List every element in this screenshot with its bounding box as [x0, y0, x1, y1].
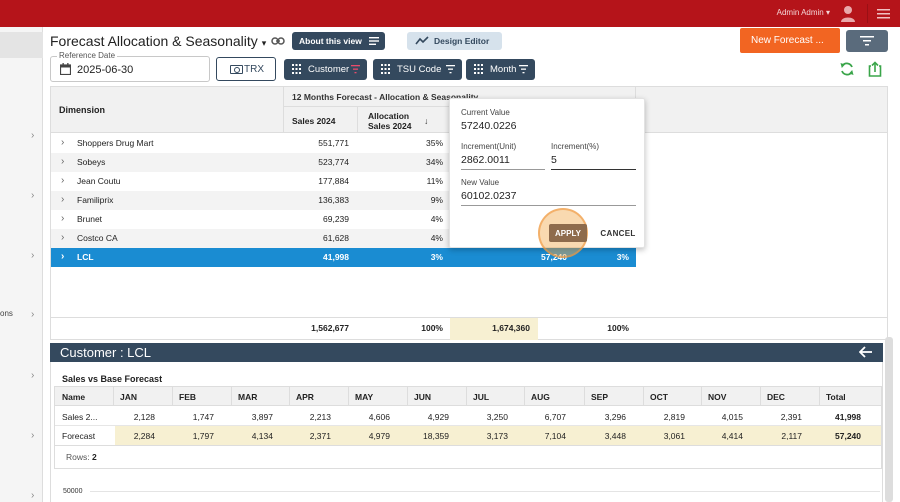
table-row-selected[interactable]: › LCL 41,998 3% 57,240 3%	[51, 248, 636, 267]
table-header-row: Name JAN FEB MAR APR MAY JUN JUL AUG SEP…	[55, 387, 881, 406]
trx-button[interactable]: TRX	[216, 57, 276, 81]
filter-icon[interactable]	[446, 65, 455, 74]
forecast-total-highlight	[450, 318, 538, 340]
allocation-header[interactable]: Allocation Sales 2024 ↓	[357, 107, 447, 132]
caret-down-icon[interactable]: ▾	[261, 38, 267, 48]
new-value-label: New Value	[461, 178, 500, 187]
table-row[interactable]: › Shoppers Drug Mart 551,771 35%	[61, 137, 443, 148]
monthly-table: Name JAN FEB MAR APR MAY JUN JUL AUG SEP…	[54, 386, 882, 469]
money-icon	[230, 65, 243, 74]
top-bar: Admin Admin ▾	[0, 0, 900, 27]
new-forecast-button[interactable]: New Forecast ...	[740, 28, 840, 53]
design-editor-button[interactable]: Design Editor	[407, 32, 502, 50]
forecast-row-highlight	[115, 426, 881, 445]
panel-subtitle: Sales vs Base Forecast	[62, 374, 163, 384]
chart-axis-label: 50000	[63, 488, 83, 495]
increment-unit-label: Increment(Unit)	[461, 142, 517, 151]
grid-icon	[474, 64, 483, 74]
divider	[867, 4, 868, 23]
increment-pct-input[interactable]: 5	[551, 154, 557, 166]
refresh-icon[interactable]	[839, 61, 855, 77]
list-icon	[369, 37, 379, 45]
dimension-header[interactable]: Dimension	[59, 105, 106, 115]
current-value: 57240.0226	[461, 120, 517, 132]
page-title[interactable]: Forecast Allocation & Seasonality ▾	[50, 33, 267, 49]
filter-active-icon[interactable]	[351, 65, 360, 74]
sales-2024-header[interactable]: Sales 2024	[283, 107, 357, 132]
hamburger-menu-icon[interactable]	[877, 8, 890, 19]
chevron-right-icon[interactable]: ›	[31, 430, 35, 441]
expand-icon[interactable]: ›	[61, 175, 65, 186]
chevron-right-icon[interactable]: ›	[31, 130, 35, 141]
filter-menu-button[interactable]	[846, 30, 888, 52]
chevron-right-icon[interactable]: ›	[31, 490, 35, 501]
left-nav: › › › › ons › › ›	[0, 27, 43, 502]
forecast-cell[interactable]: 57,240	[541, 252, 567, 262]
chart-gridline	[90, 491, 880, 492]
chevron-right-icon[interactable]: ›	[31, 309, 35, 320]
grid-icon	[292, 64, 301, 74]
increment-unit-input[interactable]: 2862.0011	[461, 154, 510, 166]
rows-count: Rows: 2	[54, 445, 882, 469]
trend-line-icon	[415, 36, 429, 45]
detail-panel: Sales vs Base Forecast Name JAN FEB MAR …	[50, 362, 883, 502]
chevron-right-icon[interactable]: ›	[31, 190, 35, 201]
totals-row: 1,562,677 100% 1,674,360 100%	[51, 317, 887, 340]
link-icon[interactable]	[271, 35, 285, 47]
detail-panel-header: Customer : LCL	[50, 343, 883, 362]
filter-icon	[860, 36, 874, 46]
current-value-label: Current Value	[461, 108, 510, 117]
input-underline	[461, 205, 636, 206]
calendar-icon[interactable]	[60, 63, 71, 75]
sort-down-icon[interactable]: ↓	[424, 116, 429, 126]
apply-button[interactable]: APPLY	[549, 224, 587, 242]
expand-icon[interactable]: ›	[61, 213, 65, 224]
panel-title: Customer : LCL	[60, 345, 152, 360]
arrow-left-icon[interactable]	[859, 346, 873, 358]
chevron-right-icon[interactable]: ›	[31, 250, 35, 261]
expand-icon[interactable]: ›	[61, 137, 65, 148]
chevron-right-icon[interactable]: ›	[31, 370, 35, 381]
about-view-button[interactable]: About this view	[292, 32, 385, 50]
month-chip[interactable]: Month	[466, 59, 535, 80]
input-underline	[551, 169, 636, 170]
table-row[interactable]: › Jean Coutu 177,884 11%	[61, 175, 443, 186]
table-row[interactable]: Sales 2... 2,128 1,747 3,897 2,213 4,606…	[55, 407, 881, 426]
expand-icon[interactable]: ›	[61, 232, 65, 243]
new-value-input[interactable]: 60102.0237	[461, 190, 517, 202]
reference-date-label: Reference Date	[57, 51, 118, 60]
input-underline	[461, 169, 545, 170]
table-row[interactable]: Forecast 2,284 1,797 4,134 2,371 4,979 1…	[55, 426, 881, 445]
scrollbar[interactable]	[885, 337, 893, 502]
tsu-code-chip[interactable]: TSU Code	[373, 59, 462, 80]
expand-icon[interactable]: ›	[61, 194, 65, 205]
reference-date-field[interactable]: Reference Date 2025-06-30	[50, 51, 210, 82]
expand-icon[interactable]: ›	[61, 156, 65, 167]
reference-date-value[interactable]: 2025-06-30	[77, 64, 134, 76]
increment-pct-label: Increment(%)	[551, 142, 600, 151]
nav-item-active[interactable]	[0, 32, 43, 58]
avatar-icon[interactable]	[840, 5, 856, 22]
cancel-button[interactable]: CANCEL	[600, 229, 636, 238]
table-row[interactable]: › Brunet 69,239 4%	[61, 213, 443, 224]
filter-icon[interactable]	[519, 65, 528, 74]
export-icon[interactable]	[868, 61, 882, 77]
expand-icon[interactable]: ›	[61, 251, 65, 262]
user-menu[interactable]: Admin Admin ▾	[776, 8, 830, 17]
nav-item-label[interactable]: ons	[0, 309, 13, 318]
customer-chip[interactable]: Customer	[284, 59, 367, 80]
grid-icon	[381, 64, 390, 74]
